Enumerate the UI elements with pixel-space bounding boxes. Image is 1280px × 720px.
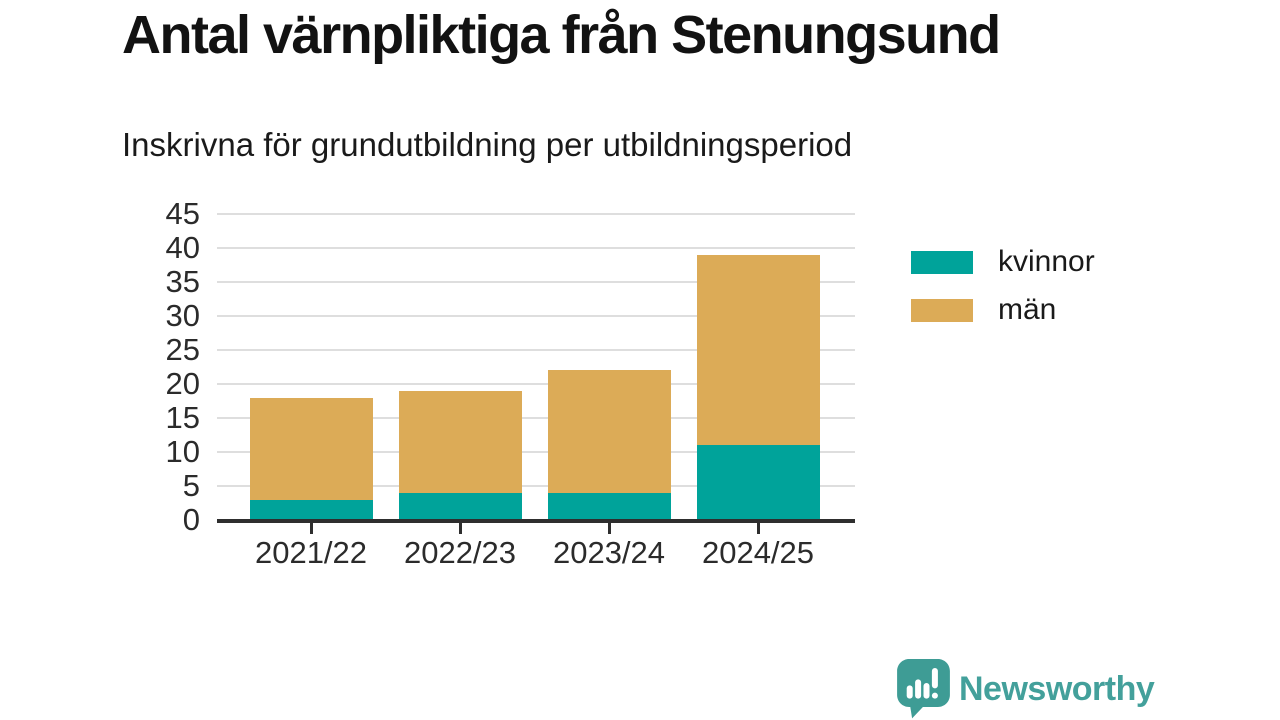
x-axis-tick xyxy=(756,523,760,534)
x-axis-label: 2023/24 xyxy=(552,535,666,570)
x-axis-label: 2022/23 xyxy=(403,535,517,570)
legend-label-kvinnor: kvinnor xyxy=(998,245,1095,278)
gridline-25 xyxy=(217,349,855,351)
bar-man-2022-23 xyxy=(398,390,522,493)
bar-kvinnor-2023-24 xyxy=(547,492,671,520)
legend-label-man: män xyxy=(998,293,1057,326)
x-axis-tick xyxy=(309,523,313,534)
newsworthy-logo-icon xyxy=(897,659,950,719)
x-axis-label: 2021/22 xyxy=(254,535,368,570)
newsworthy-brand: Newsworthy xyxy=(897,659,1155,719)
bar-man-2024-25 xyxy=(696,254,820,446)
y-axis-label: 25 xyxy=(165,332,200,367)
bar-man-2021-22 xyxy=(249,397,373,500)
x-axis-tick xyxy=(458,523,462,534)
y-axis-label: 10 xyxy=(165,434,200,469)
bar-kvinnor-2024-25 xyxy=(696,445,820,520)
y-axis-label: 0 xyxy=(182,502,200,537)
gridline-10 xyxy=(217,451,855,453)
legend-swatch-man xyxy=(911,298,973,322)
y-axis-label: 45 xyxy=(165,196,200,231)
chart-subtitle: Inskrivna för grundutbildning per utbild… xyxy=(122,126,853,163)
y-axis-label: 15 xyxy=(165,400,200,435)
newsworthy-logo-text: Newsworthy xyxy=(959,669,1155,708)
y-axis-label: 5 xyxy=(182,468,200,503)
y-axis-label: 40 xyxy=(165,230,200,265)
y-axis-label: 35 xyxy=(165,264,200,299)
y-axis-label: 30 xyxy=(165,298,200,333)
x-axis-line xyxy=(217,519,855,523)
x-axis-label: 2024/25 xyxy=(701,535,815,570)
legend: kvinnor män xyxy=(911,247,1095,325)
x-axis-tick xyxy=(607,523,611,534)
gridline-45 xyxy=(217,213,855,215)
gridline-35 xyxy=(217,281,855,283)
gridline-30 xyxy=(217,315,855,317)
bar-man-2023-24 xyxy=(547,370,671,493)
gridline-20 xyxy=(217,383,855,385)
y-axis-label: 20 xyxy=(165,366,200,401)
chart-title: Antal värnpliktiga från Stenungsund xyxy=(122,5,1001,65)
legend-swatch-kvinnor xyxy=(911,250,973,274)
gridline-40 xyxy=(217,247,855,249)
bar-kvinnor-2022-23 xyxy=(398,492,522,520)
legend-item-man: män xyxy=(911,295,1095,325)
legend-item-kvinnor: kvinnor xyxy=(911,247,1095,277)
gridline-15 xyxy=(217,417,855,419)
plot-area: 0 5 10 15 20 25 30 35 40 45 2021/22 2022/23 2023/24 2… xyxy=(166,197,855,570)
bar-kvinnor-2021-22 xyxy=(249,499,373,520)
gridline-5 xyxy=(217,485,855,487)
